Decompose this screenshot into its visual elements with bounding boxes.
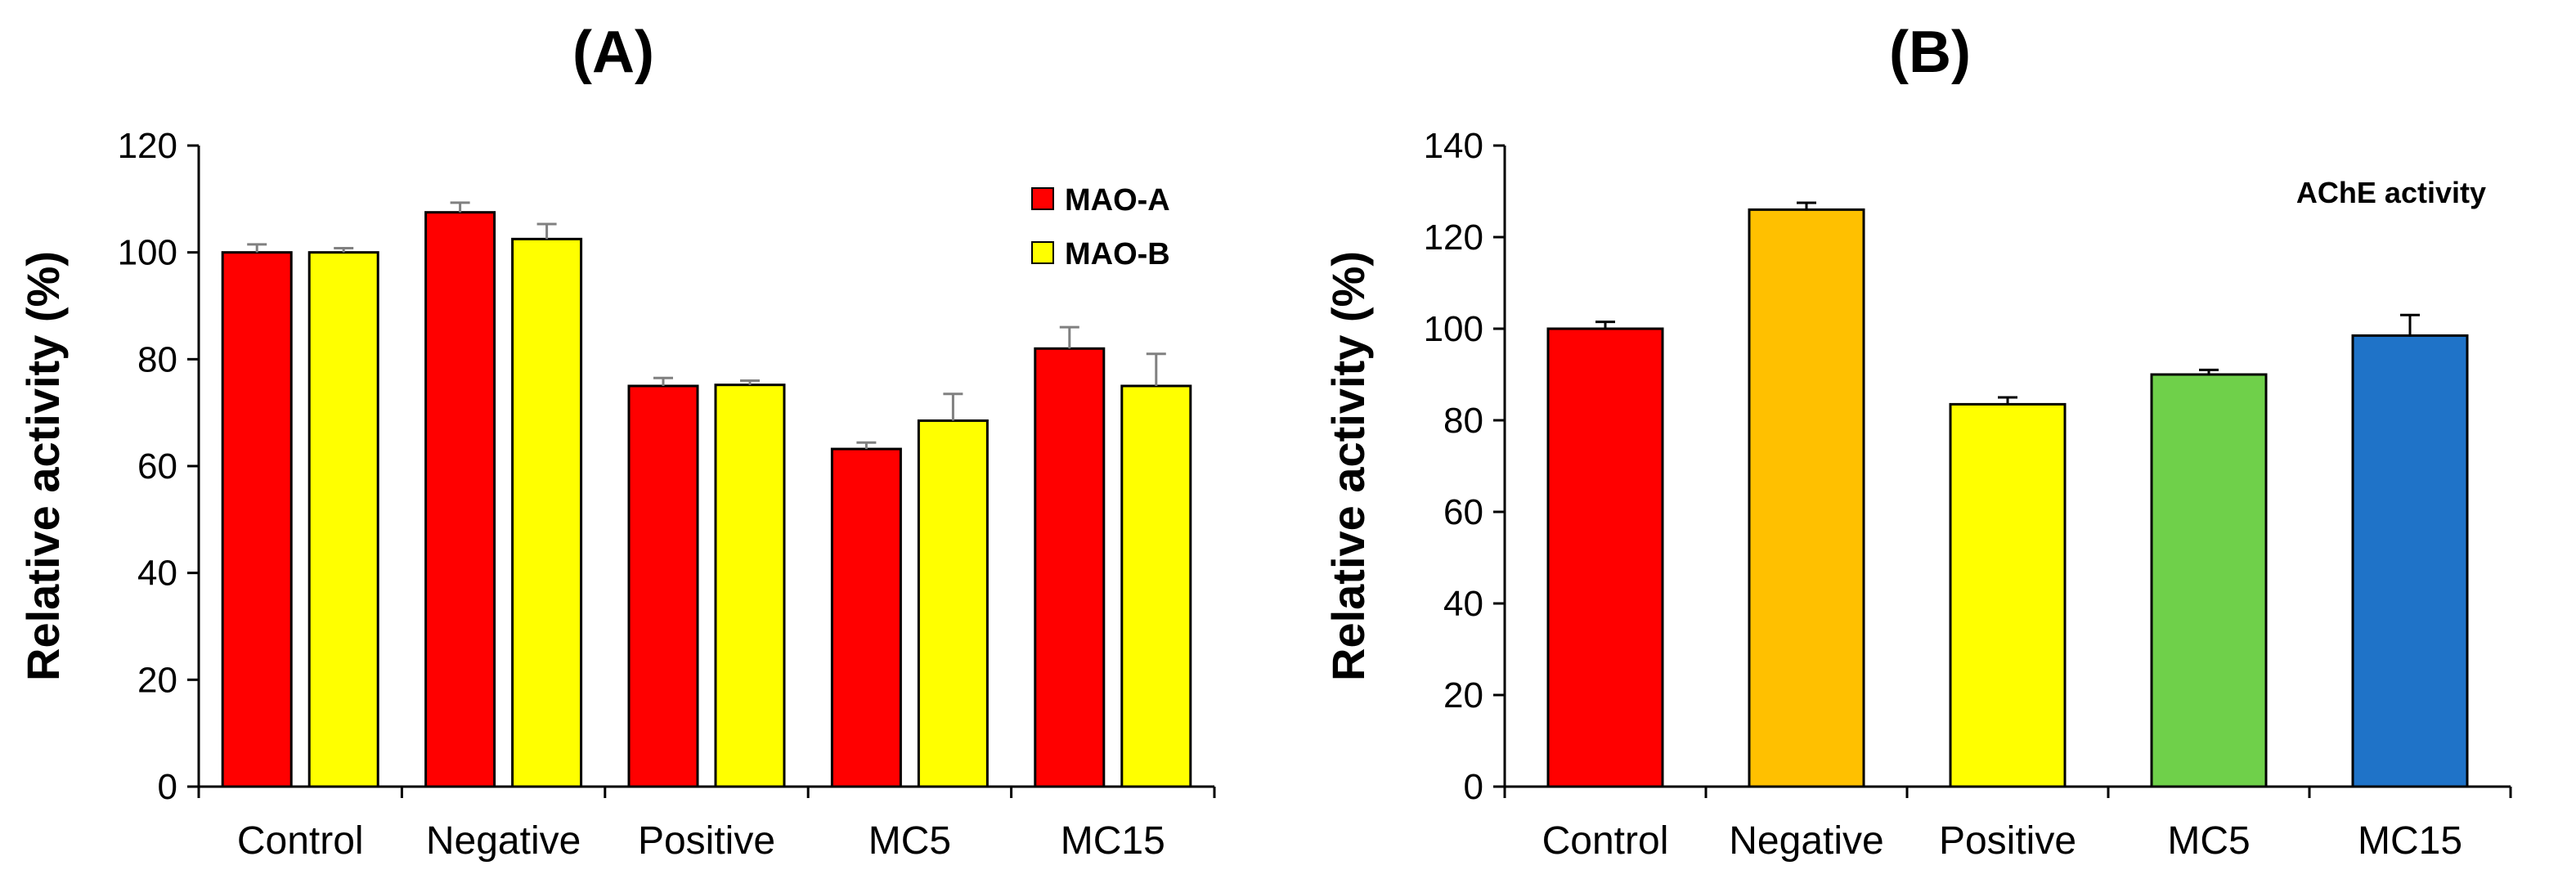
panel-b-bar-ache-activity-mc5 (2150, 373, 2268, 788)
panel-b-y-tick-label: 80 (1443, 401, 1483, 441)
panel-a-y-tick-label: 40 (137, 554, 177, 594)
panel-b-x-tick-label: Control (1542, 819, 1669, 863)
panel-a-x-tick-label: MC15 (1061, 819, 1165, 863)
panel-a-y-tick-label: 0 (158, 767, 177, 807)
panel-b-label: (B) (1889, 20, 1971, 85)
legend-swatch-mao-a (1031, 187, 1054, 210)
panel-b-bar-ache-activity-control (1546, 327, 1664, 788)
chart-panel-a: (A) Relative activity (%) 0 20 40 60 80 100 12… (17, 20, 1216, 863)
panel-a-x-tick-label: Control (237, 819, 364, 863)
panel-a-bar-mao-b-control (307, 251, 379, 788)
panel-a-y-tick-label: 60 (137, 446, 177, 487)
panel-a-bar-mao-a-mc15 (1034, 347, 1106, 788)
legend: MAO-A MAO-B (1031, 183, 1170, 271)
panel-a-x-tick-label: MC5 (868, 819, 951, 863)
panel-b-y-tick-label: 0 (1464, 767, 1483, 807)
panel-a-label: (A) (572, 20, 654, 85)
panel-b-bar-ache-activity-mc15 (2351, 334, 2469, 788)
panel-a-bar-mao-b-positive (714, 383, 786, 788)
panel-a-y-tick-label: 80 (137, 339, 177, 379)
panel-a-bar-mao-a-control (221, 251, 293, 788)
panel-b-y-tick-label: 40 (1443, 584, 1483, 624)
panel-a-y-tick-label: 20 (137, 660, 177, 700)
panel-b-x-tick-label: MC15 (2358, 819, 2462, 863)
panel-a-x-tick-label: Negative (426, 819, 581, 863)
panel-a-bar-mao-a-positive (627, 384, 699, 788)
panel-a-bar-mao-b-negative (511, 237, 583, 788)
panel-b-y-tick-label: 140 (1424, 126, 1483, 166)
panel-b-x-tick-label: MC5 (2167, 819, 2250, 863)
panel-a-x-tick-label: Positive (638, 819, 775, 863)
achE-annotation: AChE activity (2296, 176, 2486, 209)
panel-b-plot-area: 0 20 40 60 80 100 120 140 Control Negative Positiv… (1424, 126, 2512, 863)
panel-b-x-tick-label: Positive (1939, 819, 2076, 863)
panel-a-bar-mao-a-negative (424, 211, 496, 788)
panel-b-y-tick-label: 20 (1443, 675, 1483, 715)
panel-b-y-tick-label: 60 (1443, 492, 1483, 532)
panel-b-x-tick-label: Negative (1729, 819, 1883, 863)
panel-b-y-tick-label: 120 (1424, 218, 1483, 258)
chart-panel-b: (B) Relative activity (%) 0 20 40 60 80 100 12… (1322, 20, 2512, 863)
panel-a-y-tick-label: 100 (118, 233, 177, 273)
legend-label-mao-a: MAO-A (1065, 183, 1170, 218)
panel-b-y-axis-title: Relative activity (%) (1322, 251, 1374, 681)
panel-a-y-tick-label: 120 (118, 126, 177, 166)
panel-b-bar-ache-activity-negative (1748, 208, 1865, 788)
panel-a-bar-mao-b-mc5 (917, 419, 989, 788)
panel-b-y-tick-label: 100 (1424, 309, 1483, 349)
legend-label-mao-b: MAO-B (1065, 237, 1170, 271)
panel-a-plot-area: 0 20 40 60 80 100 120 Control Negative Positive MC… (118, 126, 1216, 863)
legend-swatch-mao-b (1031, 241, 1054, 264)
panel-a-bar-mao-a-mc5 (830, 447, 902, 788)
panel-a-y-axis-title: Relative activity (%) (17, 251, 69, 681)
panel-a-bar-mao-b-mc15 (1120, 384, 1192, 788)
panel-b-bar-ache-activity-positive (1949, 402, 2067, 788)
